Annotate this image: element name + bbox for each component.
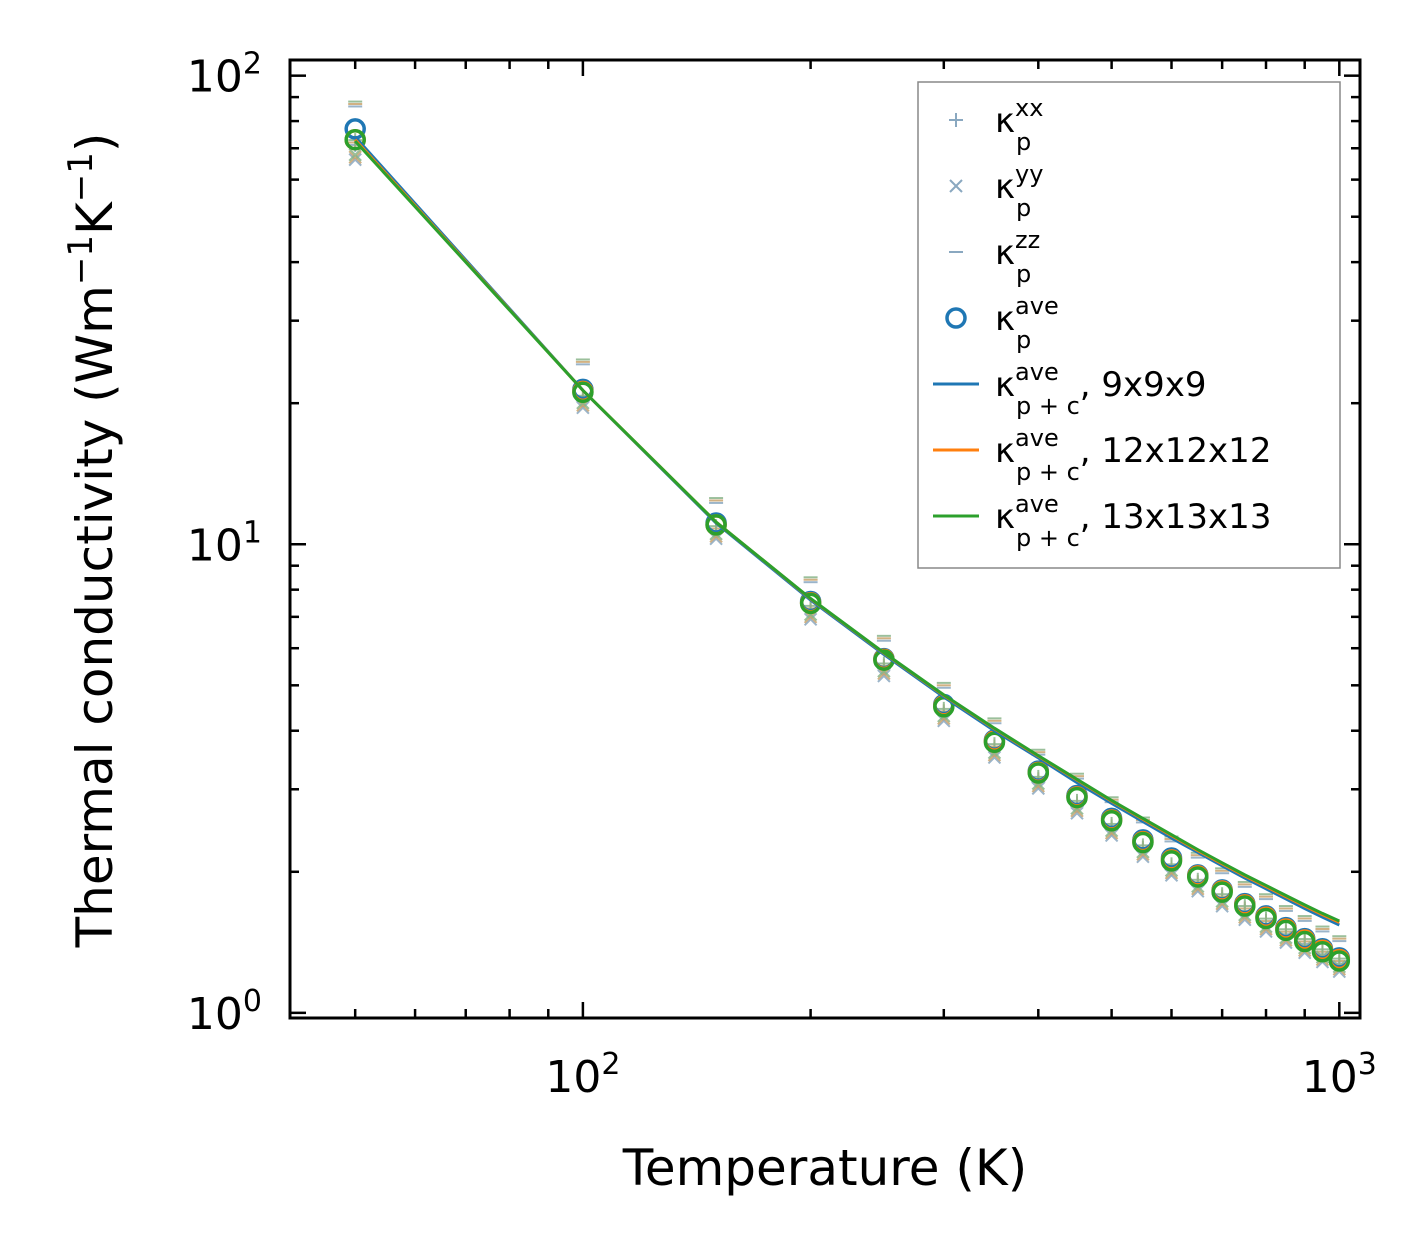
legend-label: κave p: [995, 292, 1059, 354]
point-kxx: [1297, 932, 1312, 947]
legend-label: κave p + c, 13x13x13: [995, 490, 1271, 552]
x-tick-label: 103: [1302, 1047, 1377, 1103]
point-kyy-b: [348, 152, 362, 167]
point-kyy-b: [348, 150, 362, 164]
point-kyy-b: [803, 612, 818, 627]
point-kyy-b: [1164, 868, 1179, 882]
point-ave-13x13x13: [1160, 850, 1183, 872]
y-axis-label: Thermal conductivity (Wm−1K−1): [61, 133, 124, 949]
legend-entry: κzz p: [949, 226, 1040, 288]
tick-labels: 102 103 100 101 102: [187, 47, 1377, 1103]
y-tick-label: 102: [187, 47, 262, 103]
point-kxx: [1237, 899, 1252, 914]
point-kyy: [877, 669, 891, 683]
legend-marker-b: [949, 179, 963, 193]
point-ave-13x13x13: [1187, 866, 1209, 888]
point-kyy-b: [937, 714, 951, 728]
point-kyy: [1136, 849, 1150, 864]
point-ave-13x13x13: [983, 731, 1006, 753]
legend-entry: κave p + c, 12x12x12: [933, 424, 1271, 486]
point-kyy: [937, 714, 951, 728]
point-kxx: [1315, 942, 1330, 957]
point-kyy: [1070, 806, 1084, 820]
point-kyy: [576, 400, 590, 415]
series-ave-13x13x13: [344, 128, 1351, 972]
legend-entry: κxx p: [949, 94, 1043, 156]
point-kyy: [1164, 868, 1179, 882]
legend-entry: κyy p: [949, 160, 1043, 222]
point-ave-13x13x13: [1293, 930, 1316, 953]
plot-area: [288, 58, 1362, 1020]
legend-marker: [945, 307, 967, 329]
point-kyy-b: [1031, 781, 1046, 796]
point-ave-13x13x13: [1027, 762, 1050, 784]
point-kxx: [1278, 922, 1293, 937]
point-kyy: [1215, 899, 1229, 913]
point-ave-13x13x13: [1255, 907, 1277, 930]
point-kyy-b: [348, 148, 362, 162]
legend-entry: κave p: [945, 292, 1059, 354]
x-axis-label: Temperature (K): [622, 1139, 1027, 1197]
y-axis-label-sup1: −1: [61, 235, 101, 285]
point-kyy-b: [1136, 849, 1150, 864]
point-kyy: [348, 148, 362, 162]
point-kxx: [1332, 951, 1347, 966]
point-kyy: [1191, 884, 1205, 898]
legend-entry: κave p + c, 9x9x9: [933, 358, 1207, 420]
point-kyy: [1031, 781, 1046, 796]
legend-marker: [949, 113, 963, 127]
legend-label: κyy p: [995, 160, 1043, 222]
legend-label: κxx p: [995, 94, 1043, 156]
y-axis-label-sup2: −1: [61, 152, 101, 202]
y-axis-label-end: ): [66, 133, 124, 153]
point-ave-13x13x13: [1311, 941, 1334, 963]
legend-label: κzz p: [995, 226, 1040, 288]
point-kyy-b: [1070, 806, 1084, 820]
x-tick-label: 102: [545, 1047, 620, 1103]
point-kyy-b: [1104, 828, 1119, 843]
point-ave-13x13x13: [1328, 950, 1351, 972]
legend-label: κave p + c, 12x12x12: [995, 424, 1271, 486]
point-ave-13x13x13: [1234, 895, 1256, 917]
y-axis-label-mid: K: [66, 201, 124, 235]
point-ave-13x13x13: [1132, 831, 1154, 854]
point-kyy-b: [987, 750, 1002, 765]
legend-marker: [949, 179, 963, 193]
point-ave-13x13x13: [705, 514, 727, 536]
point-kyy-b: [576, 400, 590, 415]
point-ave-13x13x13: [1211, 881, 1233, 903]
point-kyy-b: [1215, 899, 1229, 913]
point-kyy-b: [1191, 884, 1205, 898]
legend-label: κave p + c, 9x9x9: [995, 358, 1207, 420]
point-kyy-b: [877, 669, 891, 683]
legend-frame: [917, 81, 1341, 569]
series-line-13x13x13: [354, 140, 1340, 923]
point-ave-13x13x13: [1275, 919, 1297, 942]
point-ave-13x13x13: [344, 128, 366, 151]
point-ave-13x13x13: [572, 381, 594, 404]
point-kyy: [987, 750, 1002, 765]
point-ave-13x13x13: [1100, 810, 1123, 832]
y-axis-label-main: Thermal conductivity (Wm: [66, 285, 124, 948]
plot-frame: [288, 58, 1362, 1020]
point-kyy: [348, 150, 362, 164]
point-kyy: [803, 612, 818, 627]
point-kyy: [1104, 828, 1119, 843]
legend-entry: κave p + c, 13x13x13: [933, 490, 1271, 552]
point-kyy: [348, 152, 362, 167]
point-ave-13x13x13: [1066, 786, 1088, 809]
y-tick-label: 100: [187, 984, 262, 1040]
y-tick-label: 101: [187, 515, 262, 571]
series-layer: [344, 100, 1351, 979]
